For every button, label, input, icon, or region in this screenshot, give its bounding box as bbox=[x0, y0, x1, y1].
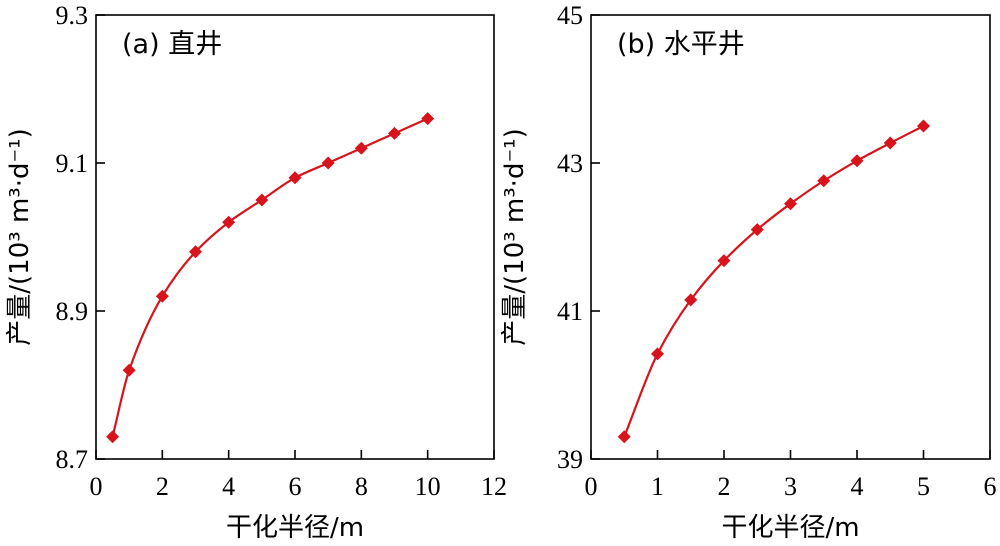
y-tick-label: 43 bbox=[557, 149, 583, 178]
data-point bbox=[717, 254, 731, 268]
x-tick-label: 1 bbox=[651, 472, 664, 501]
x-tick-label: 4 bbox=[851, 472, 864, 501]
x-tick-label: 8 bbox=[355, 472, 368, 501]
x-tick-label: 2 bbox=[718, 472, 731, 501]
panel-label: (a) 直井 bbox=[122, 29, 222, 60]
data-point bbox=[388, 126, 401, 140]
series-line bbox=[111, 117, 429, 438]
y-axis-title: 产量/(10³ m³·d⁻¹) bbox=[5, 128, 35, 345]
data-point bbox=[155, 289, 169, 303]
x-tick-label: 4 bbox=[222, 472, 235, 501]
data-point bbox=[106, 430, 120, 444]
plot-frame bbox=[95, 14, 495, 460]
x-tick-label: 10 bbox=[415, 472, 441, 501]
data-point bbox=[288, 171, 302, 185]
plot-frame bbox=[590, 14, 991, 460]
series-line bbox=[623, 125, 925, 438]
data-point bbox=[421, 112, 435, 126]
data-point bbox=[684, 293, 698, 307]
y-tick-label: 9.1 bbox=[56, 149, 89, 178]
x-tick-label: 12 bbox=[481, 472, 507, 501]
x-axis-title: 干化半径/m bbox=[721, 513, 859, 543]
data-point bbox=[784, 197, 797, 211]
panel-label: (b) 水平井 bbox=[617, 29, 745, 60]
y-tick-label: 41 bbox=[557, 297, 583, 326]
y-tick-label: 45 bbox=[557, 1, 583, 30]
data-point bbox=[750, 223, 764, 237]
data-point bbox=[817, 174, 831, 188]
x-tick-label: 2 bbox=[156, 472, 169, 501]
data-point bbox=[354, 141, 368, 155]
data-point bbox=[651, 347, 664, 361]
y-tick-label: 8.7 bbox=[56, 445, 89, 474]
data-point bbox=[255, 193, 269, 207]
x-tick-label: 6 bbox=[289, 472, 302, 501]
x-tick-label: 3 bbox=[784, 472, 797, 501]
data-point bbox=[189, 245, 202, 259]
data-point bbox=[917, 119, 930, 133]
y-tick-label: 8.9 bbox=[56, 297, 89, 326]
x-tick-label: 0 bbox=[90, 472, 103, 501]
data-point bbox=[617, 430, 631, 444]
data-point bbox=[321, 156, 335, 170]
y-tick-label: 9.3 bbox=[56, 1, 89, 30]
y-tick-label: 39 bbox=[557, 445, 583, 474]
data-point bbox=[222, 215, 236, 229]
x-axis-title: 干化半径/m bbox=[226, 513, 364, 543]
x-tick-label: 0 bbox=[585, 472, 598, 501]
y-axis-title: 产量/(10³ m³·d⁻¹) bbox=[500, 128, 530, 345]
x-tick-label: 6 bbox=[984, 472, 997, 501]
data-point bbox=[850, 154, 864, 168]
data-point bbox=[122, 363, 136, 377]
x-tick-label: 5 bbox=[917, 472, 930, 501]
data-point bbox=[883, 136, 897, 150]
